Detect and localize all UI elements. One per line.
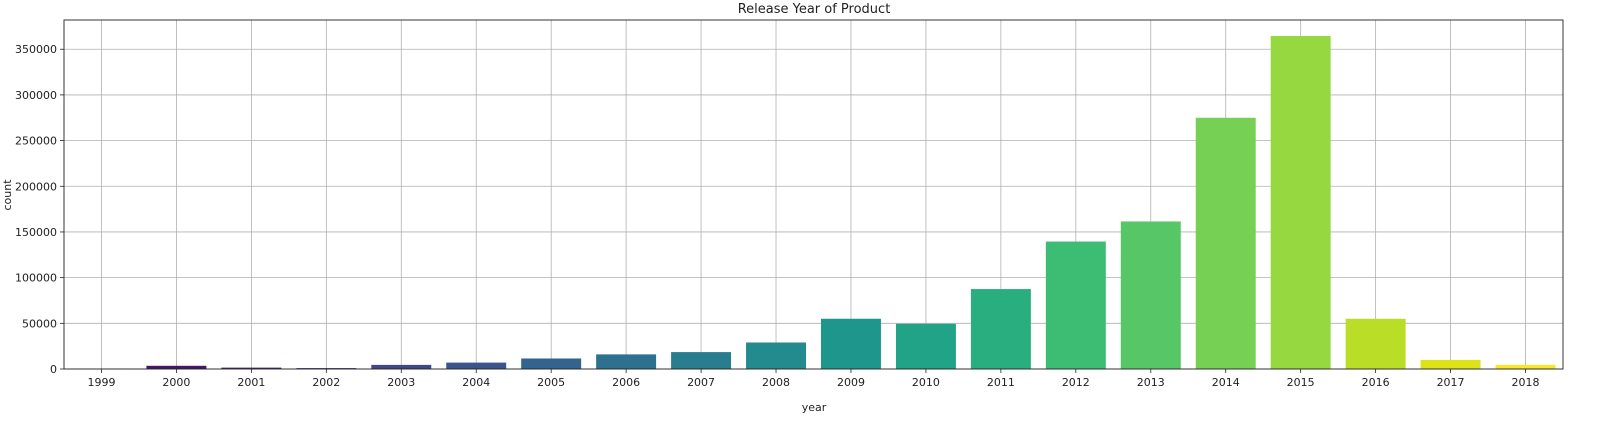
y-tick-label: 50000 bbox=[22, 317, 57, 330]
x-tick-label: 2007 bbox=[687, 376, 715, 389]
bar-2003 bbox=[371, 365, 431, 369]
x-tick-label: 2004 bbox=[462, 376, 490, 389]
x-tick-label: 2000 bbox=[162, 376, 190, 389]
bar-2013 bbox=[1121, 221, 1181, 369]
bar-2010 bbox=[896, 324, 956, 369]
y-tick-label: 300000 bbox=[15, 89, 57, 102]
x-tick-label: 2002 bbox=[312, 376, 340, 389]
x-tick-label: 2018 bbox=[1512, 376, 1540, 389]
chart-title: Release Year of Product bbox=[738, 2, 891, 17]
bar-2015 bbox=[1271, 36, 1331, 369]
bar-2012 bbox=[1046, 242, 1106, 369]
bar-2011 bbox=[971, 289, 1031, 369]
bar-2008 bbox=[746, 343, 806, 369]
x-tick-label: 2003 bbox=[387, 376, 415, 389]
plot-frame bbox=[64, 20, 1563, 369]
y-tick-label: 200000 bbox=[15, 180, 57, 193]
bar-2007 bbox=[671, 352, 731, 369]
y-tick-label: 0 bbox=[50, 363, 57, 376]
bar-2005 bbox=[521, 358, 581, 369]
x-tick-label: 2006 bbox=[612, 376, 640, 389]
y-tick-label: 100000 bbox=[15, 272, 57, 285]
x-tick-label: 2012 bbox=[1062, 376, 1090, 389]
bars bbox=[71, 36, 1555, 369]
x-tick-label: 2009 bbox=[837, 376, 865, 389]
axes: 0 50000 100000 150000 200000 250000 300000 3500… bbox=[15, 20, 1563, 389]
y-tick-label: 250000 bbox=[15, 135, 57, 148]
x-tick-label: 2005 bbox=[537, 376, 565, 389]
x-tick-label: 2008 bbox=[762, 376, 790, 389]
x-tick-label: 2014 bbox=[1212, 376, 1240, 389]
x-tick-label: 2010 bbox=[912, 376, 940, 389]
x-tick-label: 2015 bbox=[1287, 376, 1315, 389]
bar-2004 bbox=[446, 363, 506, 369]
y-tick-label: 350000 bbox=[15, 43, 57, 56]
x-tick-label: 2017 bbox=[1437, 376, 1465, 389]
x-tick-label: 1999 bbox=[87, 376, 115, 389]
bar-2006 bbox=[596, 354, 656, 369]
x-tick-label: 2016 bbox=[1362, 376, 1390, 389]
bar-2009 bbox=[821, 319, 881, 369]
y-axis-label: count bbox=[1, 179, 14, 211]
x-tick-label: 2013 bbox=[1137, 376, 1165, 389]
x-axis-label: year bbox=[802, 401, 827, 414]
bar-2014 bbox=[1196, 118, 1256, 369]
grid-lines bbox=[64, 20, 1563, 369]
bar-2018 bbox=[1496, 365, 1556, 369]
bar-2017 bbox=[1421, 360, 1481, 369]
bar-2000 bbox=[146, 366, 206, 369]
x-tick-label: 2001 bbox=[237, 376, 265, 389]
y-tick-label: 150000 bbox=[15, 226, 57, 239]
bar-2016 bbox=[1346, 319, 1406, 369]
x-tick-label: 2011 bbox=[987, 376, 1015, 389]
